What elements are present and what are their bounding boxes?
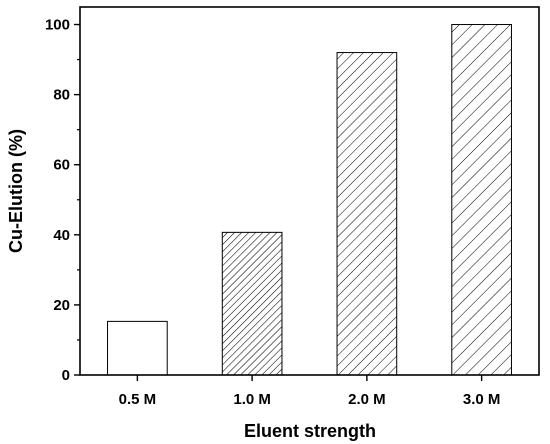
y-tick-label: 100 [45, 17, 70, 34]
x-tick-label: 3.0 M [463, 391, 501, 408]
y-tick-label: 0 [62, 367, 70, 384]
x-tick-label: 1.0 M [233, 391, 271, 408]
y-tick-label: 60 [53, 157, 70, 174]
bar-0-5-m [107, 320, 168, 376]
y-axis-title: Cu-Elution (%) [6, 129, 26, 253]
x-tick-label: 0.5 M [119, 391, 157, 408]
bar-2-0-m [336, 52, 398, 376]
y-tick-label: 80 [53, 87, 70, 104]
bar-3-0-m [451, 24, 512, 376]
y-tick-label: 20 [53, 297, 70, 314]
bar-1-0-m [221, 231, 283, 376]
plot-frame [79, 6, 540, 376]
x-tick-label: 2.0 M [348, 391, 386, 408]
x-axis-title: Eluent strength [244, 421, 376, 441]
y-tick-label: 40 [53, 227, 70, 244]
